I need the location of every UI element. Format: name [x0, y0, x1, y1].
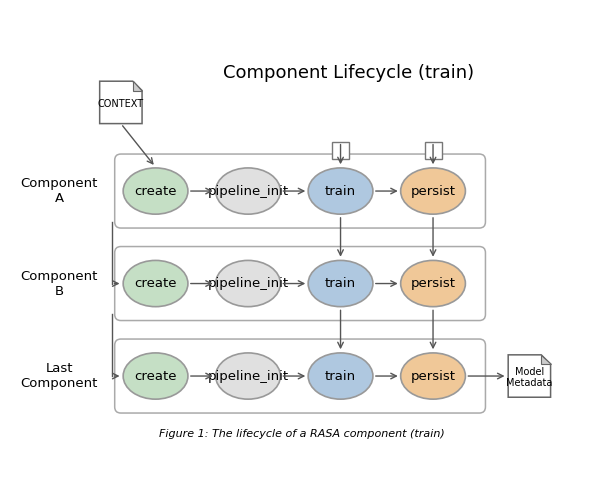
Text: Component Lifecycle (train): Component Lifecycle (train): [223, 64, 474, 82]
Text: Figure 1: The lifecycle of a RASA component (train): Figure 1: The lifecycle of a RASA compon…: [159, 429, 445, 439]
Text: train: train: [325, 185, 356, 197]
Text: pipeline_init: pipeline_init: [208, 185, 289, 197]
Ellipse shape: [216, 260, 280, 307]
Text: Component
A: Component A: [21, 177, 98, 205]
Ellipse shape: [123, 353, 188, 399]
Text: create: create: [134, 369, 177, 383]
FancyBboxPatch shape: [425, 142, 442, 159]
Ellipse shape: [123, 260, 188, 307]
Text: Component
B: Component B: [21, 270, 98, 297]
Text: Model
Metadata: Model Metadata: [506, 367, 553, 389]
Ellipse shape: [123, 168, 188, 214]
Text: train: train: [325, 369, 356, 383]
Polygon shape: [541, 355, 551, 364]
Text: create: create: [134, 277, 177, 290]
Ellipse shape: [400, 168, 466, 214]
Text: persist: persist: [411, 369, 455, 383]
Ellipse shape: [308, 353, 373, 399]
Ellipse shape: [308, 260, 373, 307]
FancyBboxPatch shape: [115, 154, 486, 228]
Text: train: train: [325, 277, 356, 290]
Text: CONTEXT: CONTEXT: [98, 99, 144, 109]
Text: Last
Component: Last Component: [21, 362, 98, 390]
Polygon shape: [508, 355, 551, 397]
Text: pipeline_init: pipeline_init: [208, 277, 289, 290]
Ellipse shape: [400, 353, 466, 399]
FancyBboxPatch shape: [115, 246, 486, 320]
Ellipse shape: [216, 168, 280, 214]
Polygon shape: [133, 81, 142, 91]
Text: create: create: [134, 185, 177, 197]
Ellipse shape: [216, 353, 280, 399]
Polygon shape: [100, 81, 142, 123]
Ellipse shape: [400, 260, 466, 307]
FancyBboxPatch shape: [115, 339, 486, 413]
Text: persist: persist: [411, 185, 455, 197]
Ellipse shape: [308, 168, 373, 214]
Text: pipeline_init: pipeline_init: [208, 369, 289, 383]
FancyBboxPatch shape: [332, 142, 349, 159]
Text: persist: persist: [411, 277, 455, 290]
